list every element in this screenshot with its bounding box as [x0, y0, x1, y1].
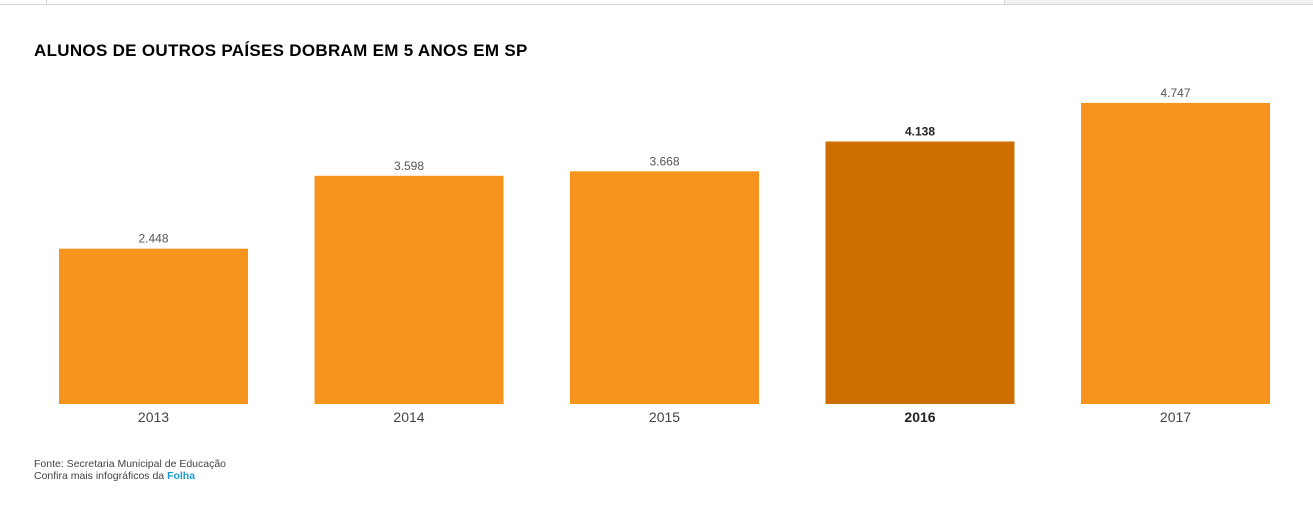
- bar-2015[interactable]: [570, 171, 759, 404]
- x-tick-label-2017: 2017: [1160, 409, 1191, 425]
- bar-chart: 2.448 2013 3.598 2014 3.668 2015 4.138 2016 4.74…: [59, 86, 1270, 425]
- bar-2016[interactable]: [825, 141, 1015, 405]
- value-label-2016: 4.138: [905, 125, 935, 139]
- x-tick-label-2015: 2015: [649, 409, 680, 425]
- value-label-2014: 3.598: [394, 159, 424, 173]
- x-tick-label-2013: 2013: [138, 409, 169, 425]
- value-label-2015: 3.668: [649, 154, 679, 168]
- top-tab-strip: [0, 0, 1313, 5]
- chart-title: ALUNOS DE OUTROS PAÍSES DOBRAM EM 5 ANOS…: [34, 41, 528, 60]
- footer: Fonte: Secretaria Municipal de Educação …: [34, 458, 226, 482]
- more-infographics-note: Confira mais infográficos da Folha: [34, 470, 226, 482]
- tab-left[interactable]: [0, 0, 47, 4]
- x-tick-label-2014: 2014: [393, 409, 424, 425]
- bar-2014[interactable]: [314, 175, 504, 404]
- folha-link[interactable]: Folha: [167, 470, 196, 482]
- more-infographics-prefix: Confira mais infográficos da: [34, 470, 168, 482]
- value-label-2013: 2.448: [138, 232, 168, 246]
- x-tick-label-2016: 2016: [904, 409, 935, 425]
- tab-right[interactable]: [1004, 0, 1313, 4]
- source-note: Fonte: Secretaria Municipal de Educação: [34, 458, 227, 470]
- value-label-2017: 4.747: [1160, 86, 1190, 100]
- bar-2013[interactable]: [59, 248, 248, 404]
- bar-2017[interactable]: [1081, 102, 1270, 405]
